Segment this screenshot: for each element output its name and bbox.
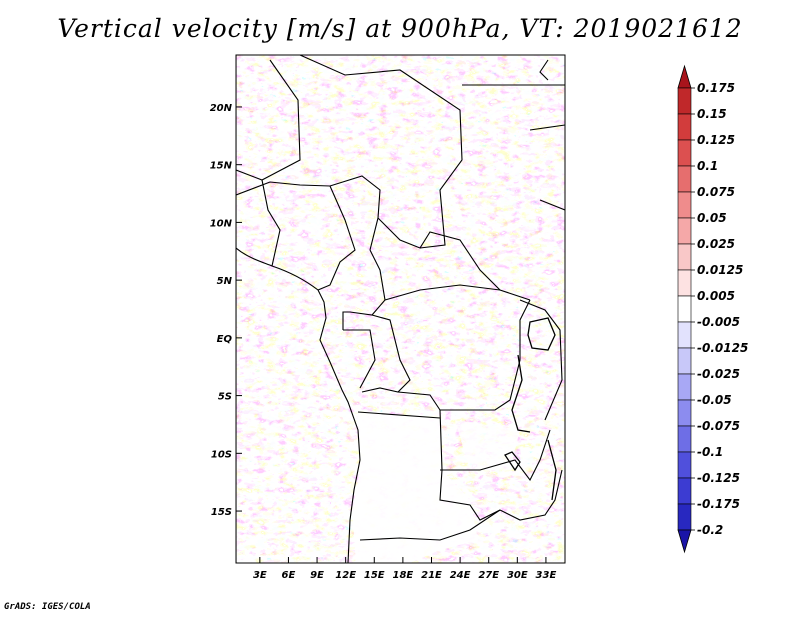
colorbar-label: -0.005 xyxy=(697,315,740,329)
longitude-axis: 3E 6E 9E 12E 15E 18E 21E 24E 27E 30E 33E xyxy=(253,557,557,581)
colorbar-segment xyxy=(677,269,692,297)
plot-title: Vertical velocity [m/s] at 900hPa, VT: 2… xyxy=(57,14,743,43)
lat-label: 10S xyxy=(211,449,232,460)
colorbar-segment xyxy=(677,321,692,349)
colorbar-label: -0.175 xyxy=(697,497,740,511)
colorbar-label: 0.005 xyxy=(697,289,735,303)
colorbar-segment xyxy=(677,399,692,427)
colorbar-segment xyxy=(677,295,692,323)
colorbar-label: 0.175 xyxy=(697,81,735,95)
colorbar-bottom-arrow xyxy=(677,529,692,554)
colorbar-label: 0.1 xyxy=(697,159,718,173)
lat-label: 5S xyxy=(218,392,232,403)
lat-label: EQ xyxy=(217,334,233,345)
lon-label: 18E xyxy=(393,570,414,581)
grads-credit: GrADS: IGES/COLA xyxy=(4,602,91,612)
colorbar-label: 0.15 xyxy=(697,107,727,121)
map-frame xyxy=(235,54,566,564)
lon-label: 3E xyxy=(253,570,267,581)
colorbar-segment xyxy=(677,425,692,453)
calm-region-east xyxy=(455,420,520,470)
colorbar-segment xyxy=(677,139,692,167)
colorbar-segment xyxy=(677,243,692,271)
colorbar-segment xyxy=(677,477,692,505)
lat-label: 15N xyxy=(210,161,233,172)
colorbar-segment xyxy=(677,373,692,401)
colorbar-label: 0.05 xyxy=(697,211,727,225)
calm-region-south xyxy=(352,412,478,563)
colorbar-label: -0.125 xyxy=(697,471,740,485)
colorbar-label: 0.075 xyxy=(697,185,735,199)
colorbar-segment xyxy=(677,347,692,375)
colorbar-label: 0.125 xyxy=(697,133,735,147)
lat-label: 15S xyxy=(211,507,232,518)
latitude-axis: 20N 15N 10N 5N EQ 5S 10S 15S xyxy=(210,103,242,518)
lakes xyxy=(504,317,557,501)
colorbar-segment xyxy=(677,503,692,531)
colorbar-label: -0.05 xyxy=(697,393,732,407)
lat-label: 10N xyxy=(210,218,233,229)
lon-label: 12E xyxy=(335,570,356,581)
lon-label: 33E xyxy=(536,570,557,581)
lat-label: 5N xyxy=(217,276,233,287)
colorbar-label: -0.0125 xyxy=(697,341,748,355)
lon-label: 27E xyxy=(478,570,499,581)
colorbar-segment xyxy=(677,113,692,141)
colorbar-top-arrow xyxy=(677,64,692,89)
colorbar-segment xyxy=(677,87,692,115)
colorbar-segment xyxy=(677,451,692,479)
lat-label: 20N xyxy=(210,103,233,114)
colorbar-label: 0.0125 xyxy=(697,263,743,277)
lon-label: 30E xyxy=(507,570,528,581)
colorbar-segment xyxy=(677,191,692,219)
lon-label: 24E xyxy=(450,570,471,581)
colorbar: 0.175 0.15 0.125 0.1 0.075 0.05 0.025 0.0125 0.0… xyxy=(677,64,748,554)
colorbar-label: -0.025 xyxy=(697,367,740,381)
lon-label: 9E xyxy=(310,570,324,581)
lon-label: 6E xyxy=(282,570,296,581)
country-borders xyxy=(236,55,565,563)
colorbar-label: -0.1 xyxy=(697,445,723,459)
lon-label: 15E xyxy=(364,570,385,581)
colorbar-label: -0.075 xyxy=(697,419,740,433)
colorbar-segment xyxy=(677,165,692,193)
colorbar-segment xyxy=(677,217,692,245)
colorbar-label: -0.2 xyxy=(697,523,723,537)
lon-label: 21E xyxy=(421,570,442,581)
colorbar-label: 0.025 xyxy=(697,237,735,251)
velocity-field xyxy=(236,55,565,563)
